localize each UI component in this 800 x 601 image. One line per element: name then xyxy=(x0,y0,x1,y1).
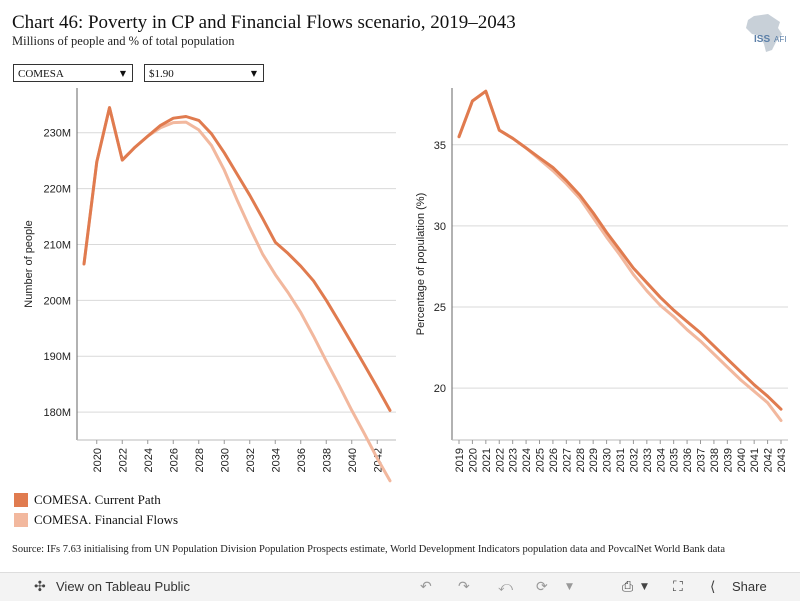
x-tick-label: 2028 xyxy=(194,448,206,472)
x-tick-label: 2020 xyxy=(92,448,104,472)
x-tick-label: 2034 xyxy=(270,448,282,472)
y-axis-title: Number of people xyxy=(23,220,35,307)
x-tick-label: 2022 xyxy=(494,448,506,472)
x-tick-label: 2038 xyxy=(709,448,721,472)
x-tick-label: 2043 xyxy=(776,448,788,472)
download-icon[interactable]: ⎙ xyxy=(622,579,634,595)
africa-map-icon xyxy=(746,14,782,52)
x-tick-label: 2038 xyxy=(321,448,333,472)
chart-subtitle: Millions of people and % of total popula… xyxy=(12,34,235,48)
y-tick-label: 210M xyxy=(43,239,71,251)
legend-swatch xyxy=(14,493,28,507)
chart-title: Chart 46: Poverty in CP and Financial Fl… xyxy=(12,12,516,33)
revert-icon[interactable]: ⤺ xyxy=(498,579,513,595)
y-tick-label: 200M xyxy=(43,295,71,307)
x-tick-label: 2040 xyxy=(347,448,359,472)
x-tick-label: 2026 xyxy=(548,448,560,472)
x-tick-label: 2021 xyxy=(481,448,493,472)
series-line-financial-flows[interactable] xyxy=(457,89,783,422)
y-axis-title: Percentage of population (%) xyxy=(415,193,427,335)
x-tick-label: 2034 xyxy=(655,448,667,472)
x-tick-label: 2027 xyxy=(561,448,573,472)
x-tick-label: 2036 xyxy=(682,448,694,472)
view-on-tableau-link[interactable]: View on Tableau Public xyxy=(56,579,190,594)
x-tick-label: 2039 xyxy=(722,448,734,472)
region-select[interactable]: COMESA ▼ xyxy=(13,64,133,82)
chevron-down-icon: ▼ xyxy=(250,69,257,78)
legend-item-financial-flows[interactable]: COMESA. Financial Flows xyxy=(14,510,178,530)
chevron-down-icon: ▼ xyxy=(119,69,126,78)
x-tick-label: 2028 xyxy=(575,448,587,472)
legend-label: COMESA. Financial Flows xyxy=(34,512,179,527)
x-tick-label: 2033 xyxy=(642,448,654,472)
legend-item-current-path[interactable]: COMESA. Current Path xyxy=(14,490,178,510)
x-tick-label: 2030 xyxy=(219,448,231,472)
share-icon[interactable]: ⟨ xyxy=(710,579,716,595)
iss-afi-logo: ISS AFI xyxy=(746,14,786,52)
chevron-down-icon[interactable]: ▼ xyxy=(641,582,648,592)
charts-area: 180M 190M 200M 210M 220M 230M 2020 2022 2024 2026… xyxy=(23,88,788,483)
x-tick-label: 2029 xyxy=(588,448,600,472)
x-tick-label: 2020 xyxy=(467,448,479,472)
x-tick-label: 2023 xyxy=(508,448,520,472)
y-tick-label: 180M xyxy=(43,407,71,419)
legend-swatch xyxy=(14,513,28,527)
x-tick-label: 2024 xyxy=(143,448,155,472)
logo-text-iss: ISS xyxy=(754,34,770,45)
x-tick-label: 2036 xyxy=(296,448,308,472)
y-tick-label: 30 xyxy=(434,221,446,233)
source-note: Source: IFs 7.63 initialising from UN Po… xyxy=(12,544,725,555)
x-tick-label: 2024 xyxy=(521,448,533,472)
poverty-line-select[interactable]: $1.90 ▼ xyxy=(144,64,264,82)
tableau-logo-icon: ✣ xyxy=(34,579,46,595)
series-line-financial-flows[interactable] xyxy=(82,106,392,483)
logo-text-afi: AFI xyxy=(774,35,786,44)
x-tick-label: 2032 xyxy=(245,448,257,472)
y-tick-label: 35 xyxy=(434,140,446,152)
fullscreen-icon[interactable]: ⛶ xyxy=(673,579,683,595)
x-tick-label: 2042 xyxy=(763,448,775,472)
tableau-toolbar: ✣ View on Tableau Public ↶ ↷ ⤺ ⟳ ▼ ⎙ ▼ ⛶… xyxy=(0,572,800,601)
x-tick-label: 2037 xyxy=(696,448,708,472)
x-tick-label: 2019 xyxy=(454,448,466,472)
chevron-down-icon[interactable]: ▼ xyxy=(566,582,573,592)
redo-icon[interactable]: ↷ xyxy=(458,579,470,595)
x-tick-label: 2032 xyxy=(628,448,640,472)
series-line-current-path[interactable] xyxy=(82,106,392,412)
x-tick-label: 2035 xyxy=(669,448,681,472)
legend-label: COMESA. Current Path xyxy=(34,492,161,507)
refresh-icon[interactable]: ⟳ xyxy=(536,579,548,595)
legend: COMESA. Current Path COMESA. Financial F… xyxy=(14,490,178,530)
y-tick-label: 190M xyxy=(43,351,71,363)
chart-number-of-people: 180M 190M 200M 210M 220M 230M 2020 2022 2024 2026… xyxy=(23,88,396,483)
region-select-value: COMESA xyxy=(18,68,64,80)
x-tick-label: 2040 xyxy=(736,448,748,472)
y-tick-label: 230M xyxy=(43,128,71,140)
undo-icon[interactable]: ↶ xyxy=(420,579,432,595)
x-tick-label: 2026 xyxy=(168,448,180,472)
x-tick-label: 2025 xyxy=(535,448,547,472)
y-tick-label: 20 xyxy=(434,383,446,395)
y-tick-label: 25 xyxy=(434,302,446,314)
y-tick-label: 220M xyxy=(43,184,71,196)
poverty-line-select-value: $1.90 xyxy=(149,68,174,80)
x-tick-label: 2030 xyxy=(602,448,614,472)
x-tick-label: 2041 xyxy=(749,448,761,472)
x-tick-label: 2022 xyxy=(117,448,129,472)
x-tick-label: 2031 xyxy=(615,448,627,472)
share-button[interactable]: Share xyxy=(732,579,767,594)
series-line-current-path[interactable] xyxy=(457,89,783,411)
